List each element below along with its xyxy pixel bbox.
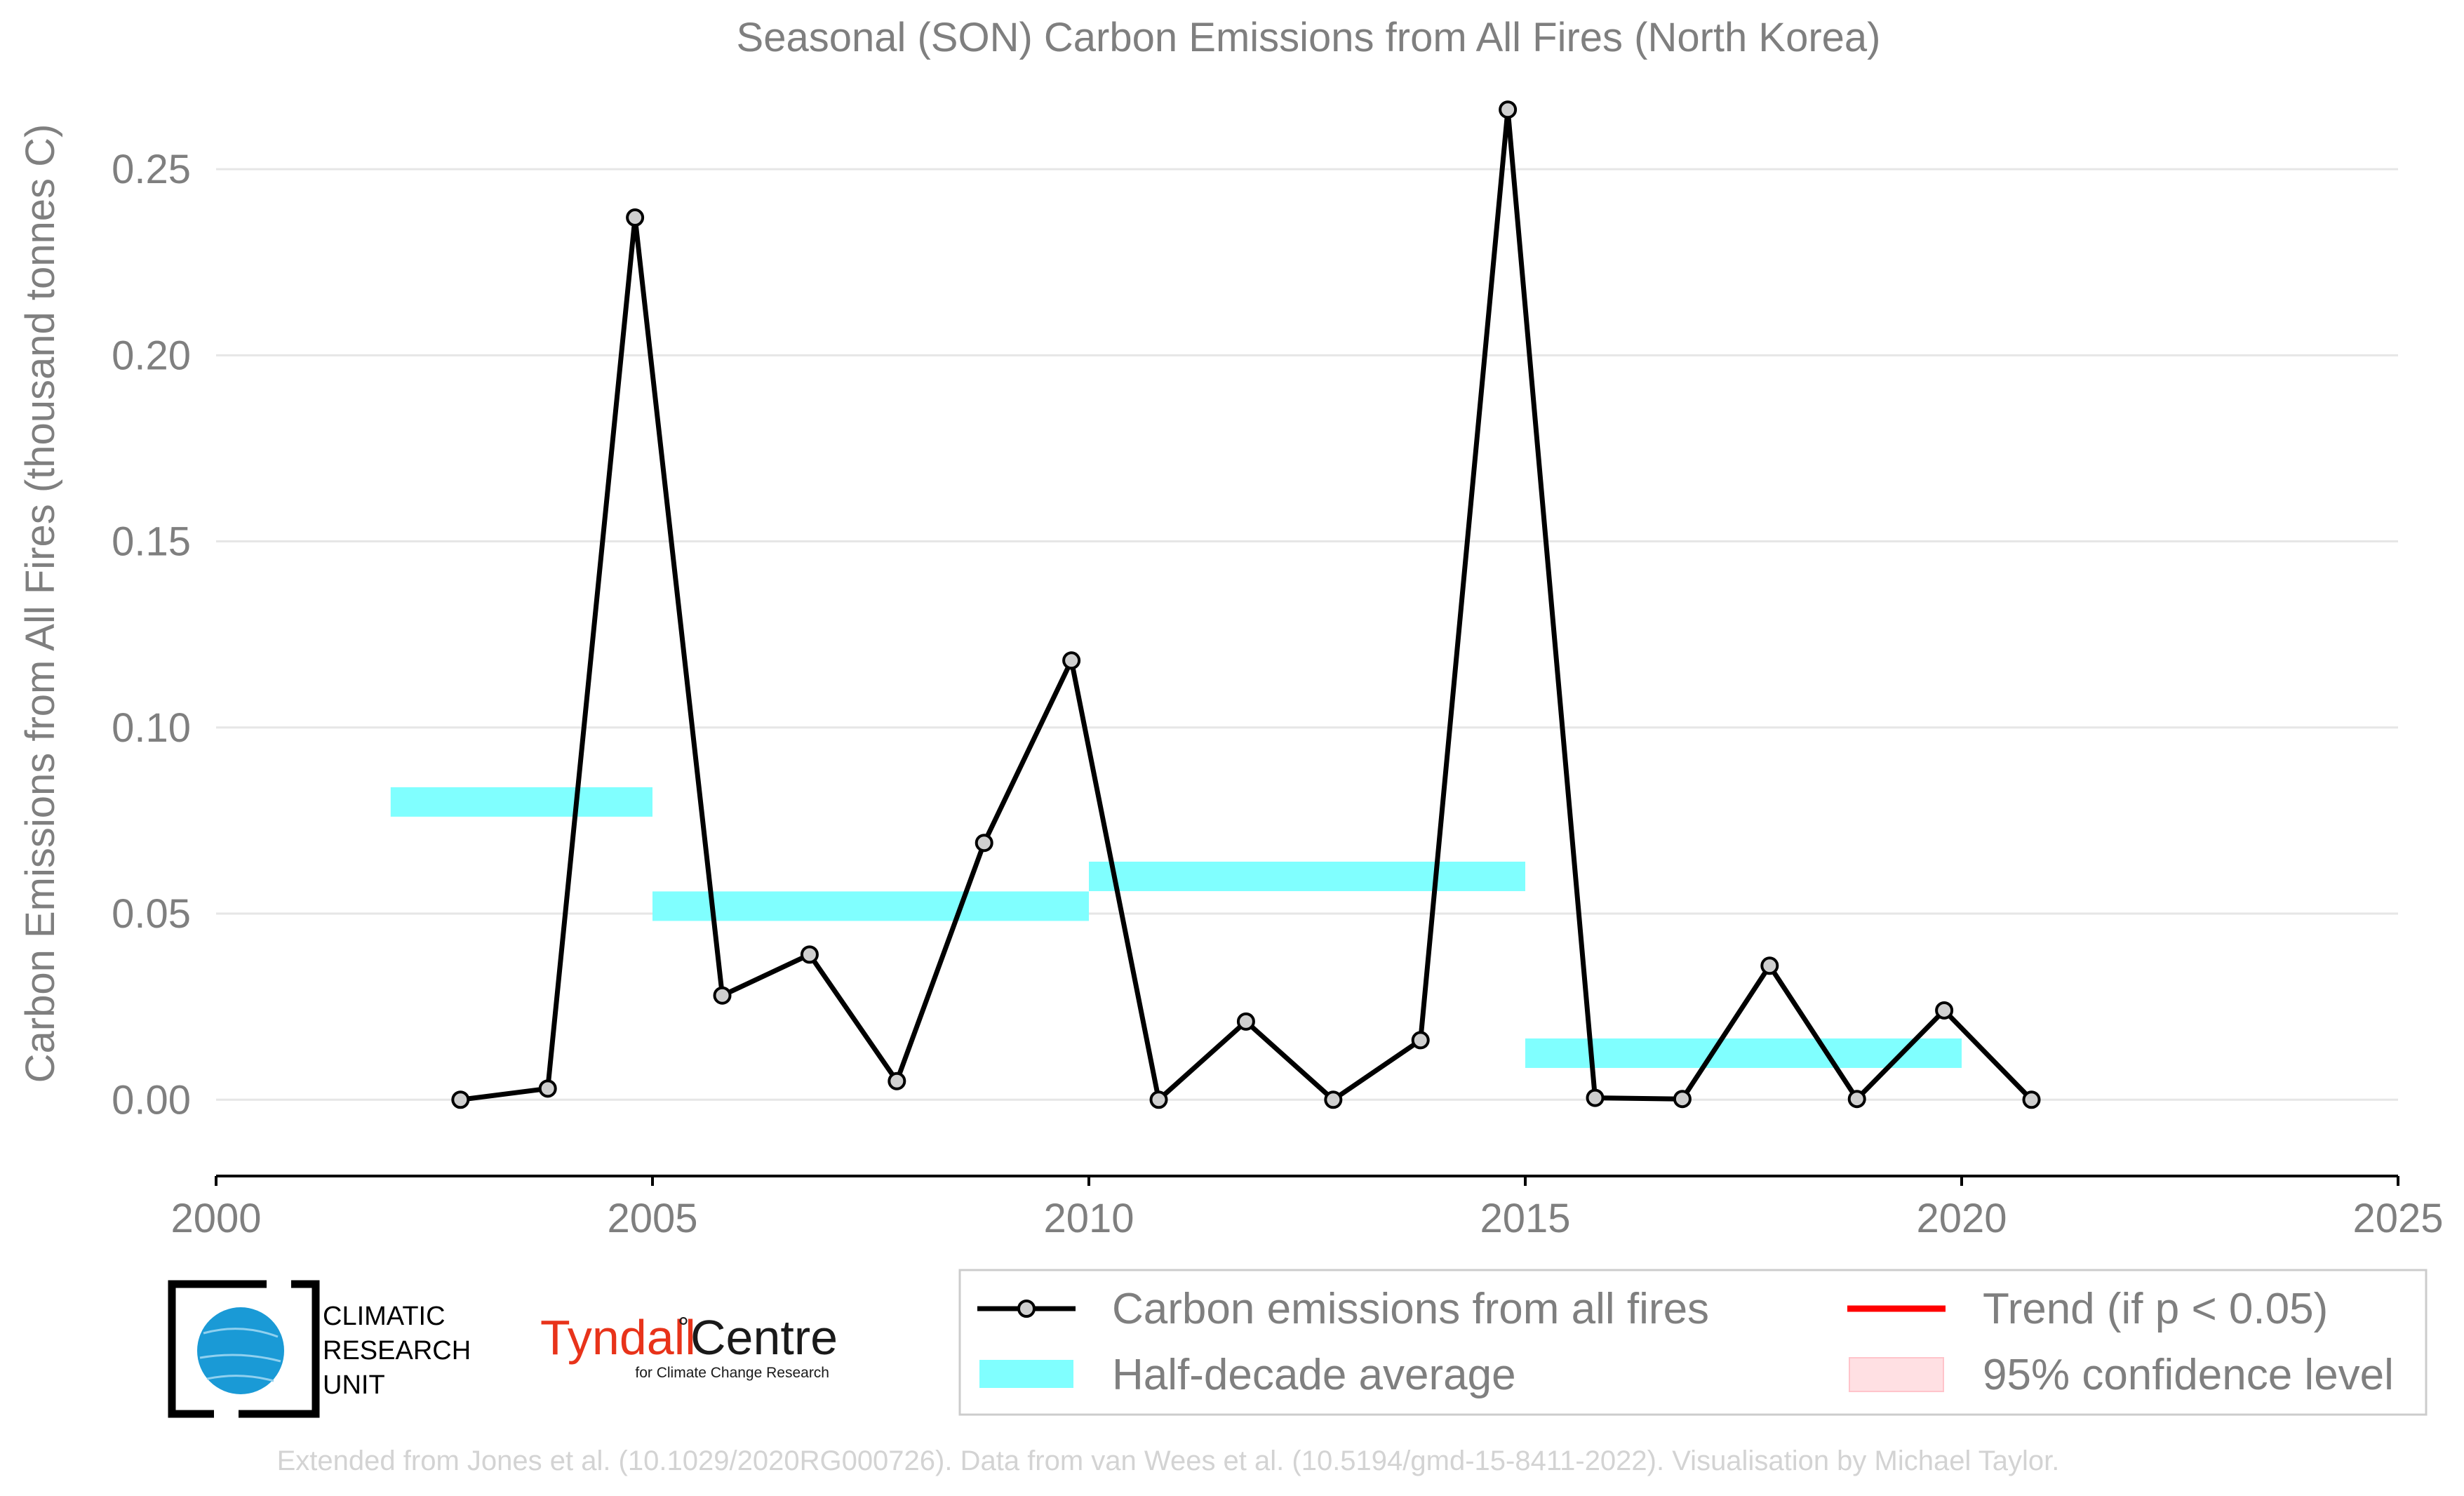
emissions-point xyxy=(1935,1001,1954,1020)
x-tick-label: 2000 xyxy=(170,1196,261,1241)
y-tick-label: 0.00 xyxy=(112,1077,191,1123)
legend-emissions-label: Carbon emissions from all fires xyxy=(1112,1285,1709,1333)
emissions-point xyxy=(800,945,819,964)
y-tick-label: 0.20 xyxy=(112,333,191,378)
half-decade-bar xyxy=(390,787,652,817)
grid-lines xyxy=(216,168,2398,1101)
tyndall-logo-name: Tyndall xyxy=(540,1310,696,1365)
emissions-point xyxy=(713,986,732,1005)
cru-logo-line2: RESEARCH xyxy=(323,1336,471,1365)
emissions-point xyxy=(975,834,993,853)
emissions-point xyxy=(1236,1012,1255,1031)
legend-frame xyxy=(958,1269,2428,1416)
tyndall-logo: Tyndall ° Centre for Climate Change Rese… xyxy=(540,1310,838,1381)
chart-title: Seasonal (SON) Carbon Emissions from All… xyxy=(737,15,1881,60)
cru-logo-frame xyxy=(168,1280,320,1418)
globe-icon-lines xyxy=(199,1328,281,1382)
half-decade-averages xyxy=(390,787,1962,1068)
emissions-point xyxy=(451,1090,470,1109)
y-tick-label: 0.25 xyxy=(112,147,191,192)
emissions-point xyxy=(626,208,645,227)
legend-confidence-label: 95% confidence level xyxy=(1983,1351,2394,1399)
half-decade-bar xyxy=(1089,861,1525,891)
x-tick-label: 2020 xyxy=(1916,1196,2007,1241)
emissions-point xyxy=(1760,956,1779,975)
cru-logo-line3: UNIT xyxy=(323,1370,385,1400)
tyndall-logo-degree: ° xyxy=(678,1312,689,1343)
half-decade-bar xyxy=(652,891,1089,921)
y-tick-label: 0.05 xyxy=(112,891,191,937)
legend: Carbon emissions from all fires Half-dec… xyxy=(958,1269,2428,1416)
x-tick-label: 2010 xyxy=(1043,1196,1134,1241)
cru-logo-line1: CLIMATIC xyxy=(323,1302,446,1331)
footer-credit: Extended from Jones et al. (10.1029/2020… xyxy=(277,1445,2060,1476)
legend-average-swatch xyxy=(979,1360,1073,1388)
axes: 0.00 0.05 0.10 0.15 0.20 0.25 2000 2005 2010 2015… xyxy=(112,147,2443,1241)
legend-trend-label: Trend (if p < 0.05) xyxy=(1983,1285,2328,1333)
y-axis-label: Carbon Emissions from All Fires (thousan… xyxy=(18,124,63,1083)
legend-average-label: Half-decade average xyxy=(1112,1351,1516,1399)
emissions-point xyxy=(538,1079,557,1098)
tyndall-logo-subtitle: for Climate Change Research xyxy=(635,1365,829,1381)
x-tick-label: 2005 xyxy=(607,1196,697,1241)
emissions-point xyxy=(2022,1090,2041,1109)
emissions-point xyxy=(1847,1090,1866,1109)
emissions-point xyxy=(1062,651,1081,670)
emissions-point xyxy=(1499,100,1518,119)
emissions-point xyxy=(1586,1088,1605,1107)
emissions-point xyxy=(1673,1090,1692,1109)
emissions-series xyxy=(451,100,2041,1109)
x-tick-label: 2015 xyxy=(1480,1196,1570,1241)
emissions-point xyxy=(888,1071,906,1090)
emissions-point xyxy=(1411,1031,1430,1050)
cru-logo: CLIMATIC RESEARCH UNIT xyxy=(168,1280,471,1418)
tyndall-logo-centre: Centre xyxy=(690,1310,838,1365)
y-tick-label: 0.10 xyxy=(112,705,191,751)
legend-confidence-swatch xyxy=(1849,1357,1944,1392)
x-tick-label: 2025 xyxy=(2352,1196,2443,1241)
legend-emissions-marker xyxy=(1017,1300,1036,1318)
emissions-point xyxy=(1149,1090,1168,1109)
emissions-line xyxy=(460,107,2034,1102)
y-tick-label: 0.15 xyxy=(112,519,191,565)
emissions-point xyxy=(1324,1090,1343,1109)
